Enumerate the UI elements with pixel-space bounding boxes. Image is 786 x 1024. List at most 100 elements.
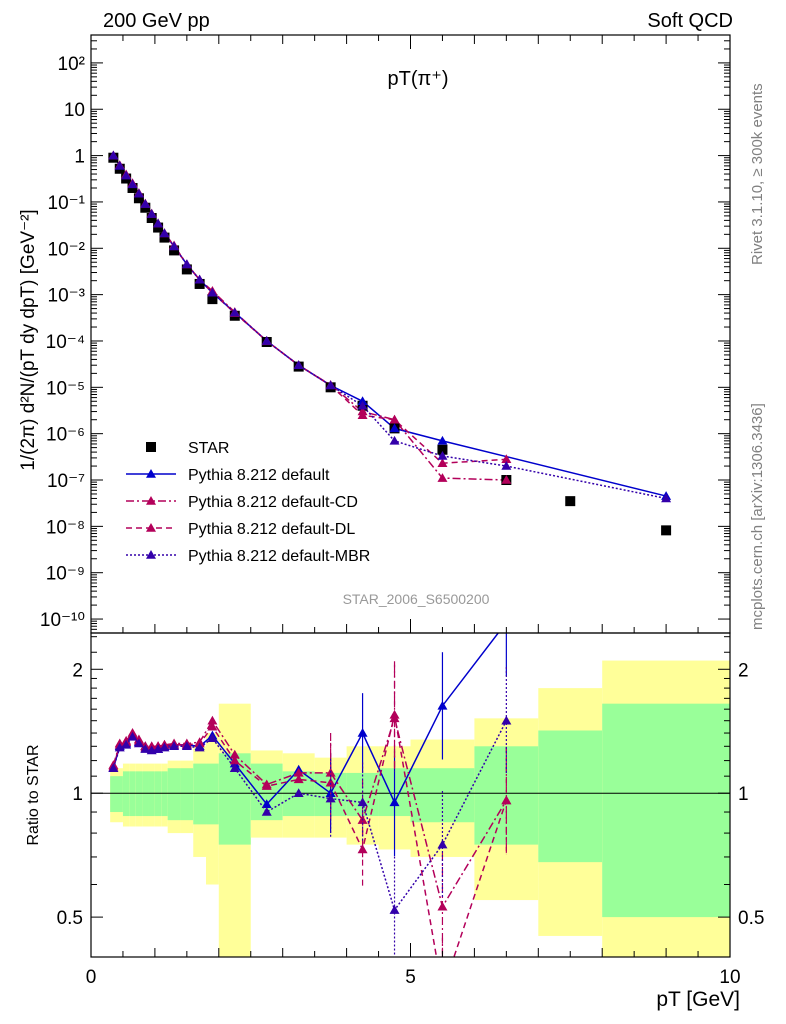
main-point-mbr — [169, 241, 180, 251]
ratio-band-green — [538, 730, 603, 863]
ratio-point-cd — [293, 767, 304, 777]
main-y-tick-label: 10⁻⁸ — [46, 517, 85, 538]
ratio-point-mbr — [389, 905, 400, 914]
main-y-tick-label: 10⁻⁷ — [47, 471, 85, 492]
ratio-point-dl — [501, 795, 512, 805]
main-point-star — [437, 444, 448, 455]
main-point-star — [153, 222, 164, 233]
ratio-point-default — [501, 617, 511, 626]
ratio-band-green — [167, 768, 181, 821]
main-point-dl — [357, 410, 368, 419]
watermark: STAR_2006_S6500200 — [343, 591, 490, 607]
main-y-tick-label: 10 — [64, 100, 85, 121]
ratio-point-mbr — [437, 839, 448, 849]
header-right: Soft QCD — [647, 10, 733, 32]
ratio-point-mbr — [229, 763, 240, 772]
main-point-mbr — [389, 435, 400, 445]
ratio-point-dl — [207, 721, 218, 731]
main-point-mbr — [194, 274, 205, 284]
main-point-mbr — [437, 450, 448, 460]
main-y-tick-label: 10⁻² — [48, 239, 86, 260]
main-point-star — [181, 264, 192, 275]
main-point-mbr — [229, 307, 240, 317]
legend-marker-default — [146, 469, 156, 478]
main-y-tick-label: 10⁻⁹ — [46, 564, 85, 585]
main-point-mbr — [127, 179, 138, 189]
main-y-tick-label: 10⁻³ — [48, 286, 86, 307]
ratio-band-green — [193, 763, 207, 825]
ratio-point-mbr — [133, 738, 144, 748]
ratio-point-dl — [437, 986, 447, 995]
main-point-dl — [501, 454, 512, 464]
main-point-cd — [437, 473, 448, 482]
legend-marker-mbr — [146, 550, 156, 559]
legend-label-mbr: Pythia 8.212 default-MBR — [188, 548, 370, 565]
ratio-point-cd — [207, 715, 218, 725]
main-point-mbr — [661, 493, 672, 503]
ratio-point-default — [261, 799, 272, 809]
ratio-y-tick-label-left: 0.5 — [57, 908, 83, 929]
ratio-band-green — [129, 771, 136, 817]
main-point-star — [169, 245, 180, 256]
main-y-tick-label: 10⁻⁴ — [46, 332, 85, 353]
main-point-cd — [501, 475, 512, 484]
ratio-point-mbr — [181, 741, 192, 751]
header-left: 200 GeV pp — [103, 10, 210, 32]
main-y-label: 1/(2π) d²N/(pT dy dpT) [GeV⁻²] — [18, 209, 39, 470]
ratio-point-mbr — [501, 715, 512, 725]
ratio-y-tick-label-right: 1 — [738, 784, 749, 805]
main-point-mbr — [501, 461, 512, 470]
x-axis-label: pT [GeV] — [656, 988, 740, 1011]
main-point-dl — [437, 458, 448, 467]
ratio-band-green — [122, 771, 130, 817]
ratio-band-green — [161, 771, 168, 817]
main-point-star — [159, 232, 170, 243]
ratio-band-green — [135, 771, 143, 817]
main-point-mbr — [108, 150, 119, 160]
ratio-point-mbr — [127, 731, 138, 741]
ratio-point-mbr — [169, 741, 180, 751]
ratio-point-cd — [437, 901, 448, 911]
main-point-star — [661, 525, 672, 536]
main-series-line-dl — [112, 155, 507, 465]
ratio-band-green — [206, 763, 219, 825]
legend-label-default: Pythia 8.212 default — [188, 467, 330, 484]
main-point-mbr — [293, 360, 304, 369]
ratio-point-default — [389, 797, 400, 807]
main-point-mbr — [159, 228, 170, 238]
x-tick-label: 10 — [719, 967, 740, 988]
side-text-top: Rivet 3.1.10, ≥ 300k events — [749, 83, 766, 265]
ratio-point-dl — [293, 774, 304, 784]
ratio-point-cd — [229, 749, 240, 759]
ratio-band-green — [110, 776, 123, 813]
main-point-mbr — [146, 208, 157, 218]
ratio-point-mbr — [357, 797, 368, 807]
main-point-mbr — [181, 259, 192, 269]
ratio-point-dl — [357, 844, 368, 854]
ratio-point-dl — [261, 781, 272, 790]
ratio-point-mbr — [140, 744, 151, 753]
main-point-mbr — [114, 160, 125, 170]
main-y-tick-label: 10⁻¹ — [48, 193, 86, 214]
main-point-mbr — [153, 218, 164, 228]
legend-label-cd: Pythia 8.212 default-CD — [188, 494, 358, 511]
side-text-bottom: mcplots.cern.ch [arXiv:1306.3436] — [749, 403, 766, 630]
ratio-band-green — [154, 771, 162, 817]
legend-label-star: STAR — [188, 440, 229, 457]
plot-title: pT(π⁺) — [387, 68, 448, 90]
legend-label-dl: Pythia 8.212 default-DL — [188, 521, 355, 538]
legend-marker-dl — [146, 523, 156, 532]
legend: STAR Pythia 8.212 default Pythia 8.212 def… — [126, 440, 370, 565]
main-point-default — [389, 423, 400, 433]
ratio-band-green — [148, 771, 155, 817]
ratio-point-dl — [389, 709, 400, 719]
main-series-line-cd — [112, 155, 507, 481]
main-point-mbr — [133, 188, 144, 198]
ratio-y-tick-label-right: 0.5 — [738, 908, 764, 929]
main-point-star — [146, 213, 157, 224]
ratio-point-mbr — [207, 733, 218, 742]
ratio-point-mbr — [108, 763, 119, 772]
ratio-band-green — [602, 703, 730, 918]
main-point-star — [133, 193, 144, 204]
